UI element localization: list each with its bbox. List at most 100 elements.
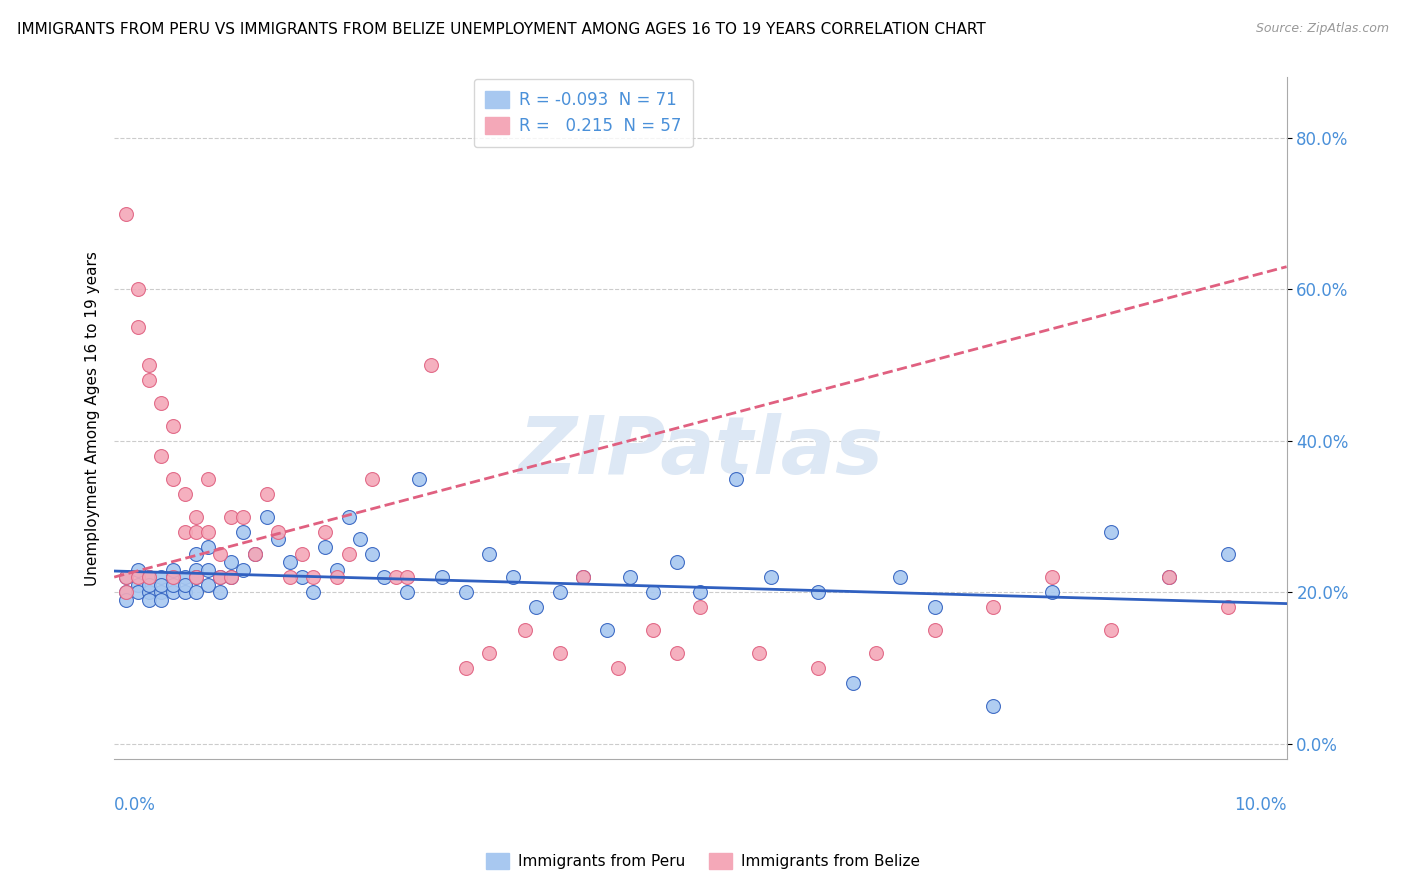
Point — [256, 487, 278, 501]
Point — [267, 533, 290, 547]
Point — [173, 524, 195, 539]
Point — [186, 509, 208, 524]
Point — [291, 548, 314, 562]
Point — [1099, 623, 1122, 637]
Point — [115, 585, 138, 599]
Point — [197, 524, 219, 539]
Point — [138, 577, 160, 591]
Point — [432, 570, 454, 584]
Point — [524, 600, 547, 615]
Text: ZIPatlas: ZIPatlas — [517, 413, 883, 491]
Point — [173, 487, 195, 501]
Point — [1159, 570, 1181, 584]
Point — [267, 524, 290, 539]
Point — [326, 562, 349, 576]
Point — [513, 623, 536, 637]
Point — [243, 548, 266, 562]
Point — [291, 570, 314, 584]
Point — [807, 585, 830, 599]
Point — [502, 570, 524, 584]
Point — [138, 373, 160, 387]
Point — [150, 396, 173, 410]
Point — [759, 570, 782, 584]
Point — [361, 548, 384, 562]
Point — [337, 548, 360, 562]
Point — [173, 585, 195, 599]
Point — [643, 585, 665, 599]
Point — [314, 524, 336, 539]
Point — [197, 562, 219, 576]
Point — [548, 585, 571, 599]
Point — [396, 585, 419, 599]
Point — [572, 570, 595, 584]
Point — [373, 570, 395, 584]
Point — [408, 472, 430, 486]
Point — [221, 555, 243, 569]
Point — [150, 585, 173, 599]
Point — [221, 509, 243, 524]
Point — [384, 570, 406, 584]
Point — [162, 472, 184, 486]
Point — [689, 585, 711, 599]
Text: IMMIGRANTS FROM PERU VS IMMIGRANTS FROM BELIZE UNEMPLOYMENT AMONG AGES 16 TO 19 : IMMIGRANTS FROM PERU VS IMMIGRANTS FROM … — [17, 22, 986, 37]
Point — [127, 320, 149, 334]
Point — [197, 577, 219, 591]
Point — [361, 472, 384, 486]
Point — [138, 358, 160, 372]
Point — [349, 533, 371, 547]
Point — [221, 570, 243, 584]
Point — [1159, 570, 1181, 584]
Point — [138, 570, 160, 584]
Point — [724, 472, 747, 486]
Point — [127, 585, 149, 599]
Point — [208, 570, 231, 584]
Point — [127, 570, 149, 584]
Point — [150, 577, 173, 591]
Point — [1216, 600, 1239, 615]
Point — [419, 358, 441, 372]
Point — [548, 646, 571, 660]
Point — [162, 418, 184, 433]
Point — [208, 548, 231, 562]
Point — [115, 570, 138, 584]
Point — [162, 585, 184, 599]
Point — [643, 623, 665, 637]
Point — [302, 585, 325, 599]
Point — [665, 646, 688, 660]
Point — [150, 449, 173, 463]
Point — [243, 548, 266, 562]
Point — [665, 555, 688, 569]
Point — [208, 570, 231, 584]
Point — [256, 509, 278, 524]
Point — [186, 570, 208, 584]
Point — [983, 600, 1005, 615]
Point — [454, 585, 477, 599]
Point — [396, 570, 419, 584]
Text: Source: ZipAtlas.com: Source: ZipAtlas.com — [1256, 22, 1389, 36]
Point — [689, 600, 711, 615]
Point — [186, 524, 208, 539]
Point — [1099, 524, 1122, 539]
Point — [186, 585, 208, 599]
Point — [162, 570, 184, 584]
Point — [127, 562, 149, 576]
Point — [138, 585, 160, 599]
Point — [478, 646, 501, 660]
Point — [138, 592, 160, 607]
Point — [478, 548, 501, 562]
Point — [889, 570, 911, 584]
Text: 10.0%: 10.0% — [1234, 797, 1286, 814]
Point — [278, 555, 301, 569]
Point — [197, 472, 219, 486]
Point — [127, 577, 149, 591]
Point — [232, 562, 254, 576]
Point — [454, 661, 477, 675]
Point — [186, 570, 208, 584]
Point — [127, 282, 149, 296]
Point — [232, 524, 254, 539]
Point — [619, 570, 641, 584]
Point — [221, 570, 243, 584]
Point — [115, 585, 138, 599]
Point — [572, 570, 595, 584]
Point — [924, 600, 946, 615]
